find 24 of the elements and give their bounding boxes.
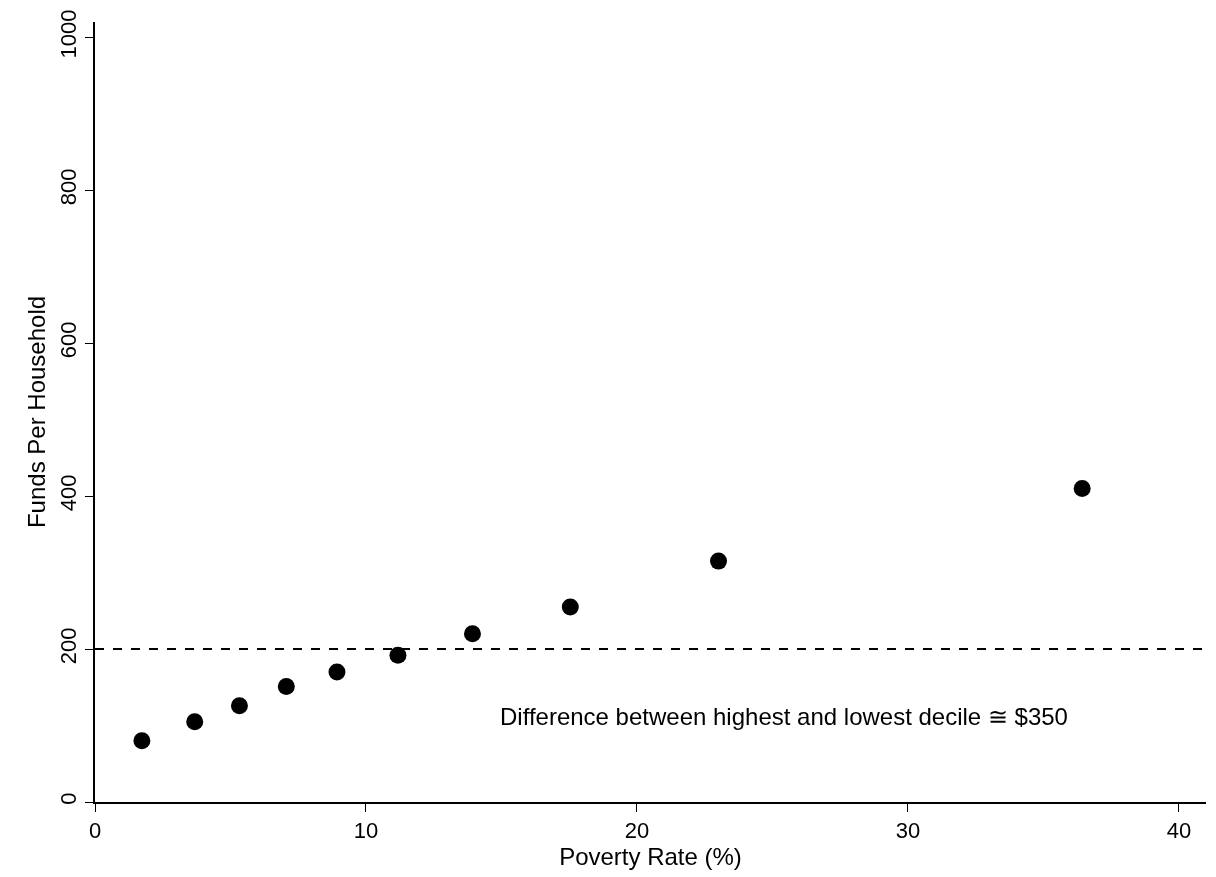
y-tick-label: 1000	[56, 9, 82, 59]
point	[328, 663, 346, 681]
point	[710, 552, 728, 570]
y-tick-label: 600	[56, 321, 82, 359]
x-tick-label: 10	[353, 818, 379, 844]
x-tick-label: 30	[895, 818, 921, 844]
point	[277, 678, 295, 696]
point	[186, 713, 204, 731]
x-tick-label: 40	[1166, 818, 1192, 844]
annotation: Difference between highest and lowest decile ≅ $350	[500, 703, 1068, 730]
point	[133, 732, 151, 750]
point	[561, 598, 579, 616]
y-axis-title: Funds Per Household	[23, 295, 51, 529]
point	[463, 625, 481, 643]
x-axis-title: Poverty Rate (%)	[559, 843, 742, 871]
x-tick-label: 20	[624, 818, 650, 844]
point	[389, 646, 407, 664]
y-tick-label: 400	[56, 474, 82, 512]
point	[1073, 479, 1091, 497]
x-tick-label: 0	[88, 818, 102, 844]
y-tick-label: 800	[56, 168, 82, 206]
y-tick-label: 0	[56, 792, 82, 805]
y-tick-label: 200	[56, 627, 82, 665]
point	[230, 697, 248, 715]
